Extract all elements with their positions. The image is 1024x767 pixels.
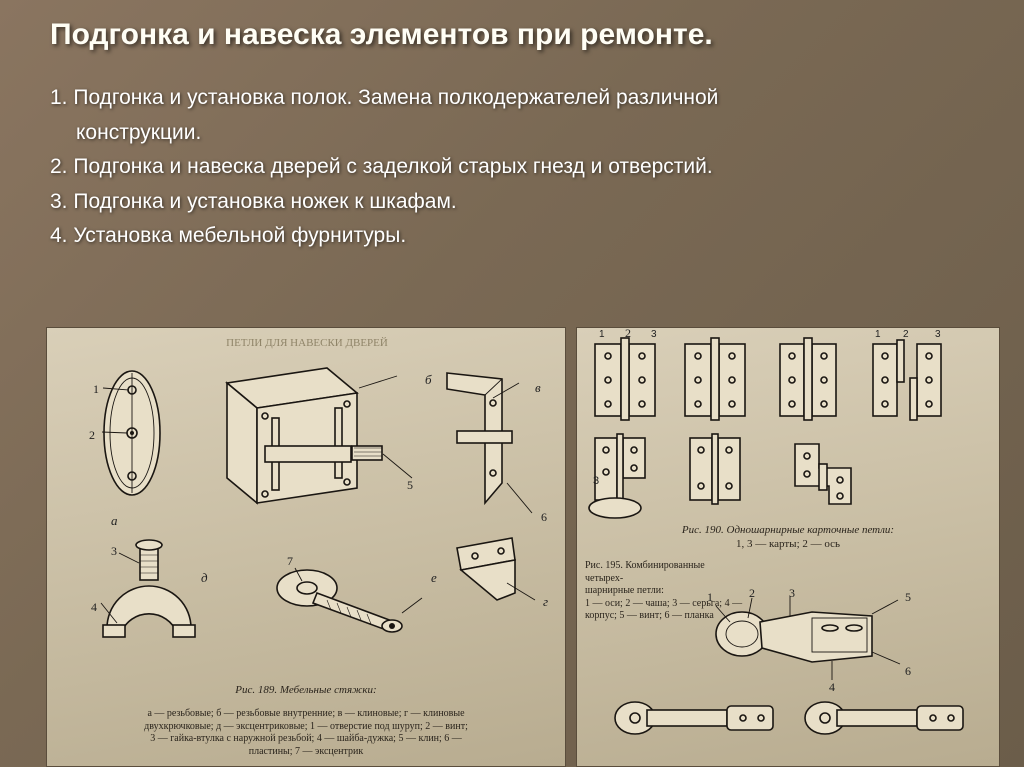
figure-190-195-panel: 2 1 3 1 2 3 [576, 327, 1000, 767]
num-label: 1 [93, 382, 99, 397]
fig189-caption-title: Рис. 189. Мебельные стяжки: [47, 684, 565, 698]
fig195-caption: Рис. 195. Комбинированные четырех- шарни… [585, 560, 745, 623]
list-item: 4. Установка мебельной фурнитуры. [50, 220, 974, 253]
fig190-caption: Рис. 190. Одношарнирные карточные петли:… [577, 524, 999, 552]
svg-text:2: 2 [903, 329, 909, 340]
list-item: 1. Подгонка и установка полок. Замена по… [50, 82, 974, 115]
fig189-caption-body: а — резьбовые; б — резьбовые внутренние;… [47, 708, 565, 758]
num-label: 2 [749, 586, 755, 601]
num-label: 1 [707, 590, 713, 605]
figure-189-panel: ПЕТЛИ ДЛЯ НАВЕСКИ ДВЕРЕЙ [46, 327, 566, 767]
num-label: 6 [541, 510, 547, 525]
part-label-a: а [111, 513, 118, 529]
list-item: 3. Подгонка и установка ножек к шкафам. [50, 186, 974, 219]
svg-text:3: 3 [935, 329, 941, 340]
num-label: 5 [905, 590, 911, 605]
svg-text:ПЕТЛИ ДЛЯ НАВЕСКИ ДВЕРЕЙ: ПЕТЛИ ДЛЯ НАВЕСКИ ДВЕРЕЙ [226, 337, 388, 349]
slide-list: 1. Подгонка и установка полок. Замена по… [50, 82, 974, 253]
svg-text:2: 2 [625, 328, 631, 340]
num-label: 3 [111, 544, 117, 559]
list-item: 2. Подгонка и навеска дверей с заделкой … [50, 151, 974, 184]
num-label: 4 [91, 600, 97, 615]
part-label-d: д [201, 570, 208, 586]
num-label: 4 [829, 680, 835, 695]
svg-text:3: 3 [593, 475, 599, 487]
list-item: конструкции. [50, 117, 974, 150]
diagram-area: ПЕТЛИ ДЛЯ НАВЕСКИ ДВЕРЕЙ [46, 327, 1000, 767]
svg-text:1: 1 [875, 329, 881, 340]
svg-text:3: 3 [651, 329, 657, 340]
num-label: 6 [905, 664, 911, 679]
part-label-e: е [431, 570, 437, 586]
part-label-g: г [543, 594, 548, 610]
part-label-v: в [535, 380, 541, 396]
num-label: 5 [407, 478, 413, 493]
part-label-b: б [425, 372, 432, 388]
num-label: 7 [287, 554, 293, 569]
num-label: 2 [89, 428, 95, 443]
slide-title: Подгонка и навеска элементов при ремонте… [50, 18, 974, 52]
svg-text:1: 1 [599, 329, 605, 340]
figure-189-drawing: ПЕТЛИ ДЛЯ НАВЕСКИ ДВЕРЕЙ [47, 328, 566, 767]
num-label: 3 [789, 586, 795, 601]
